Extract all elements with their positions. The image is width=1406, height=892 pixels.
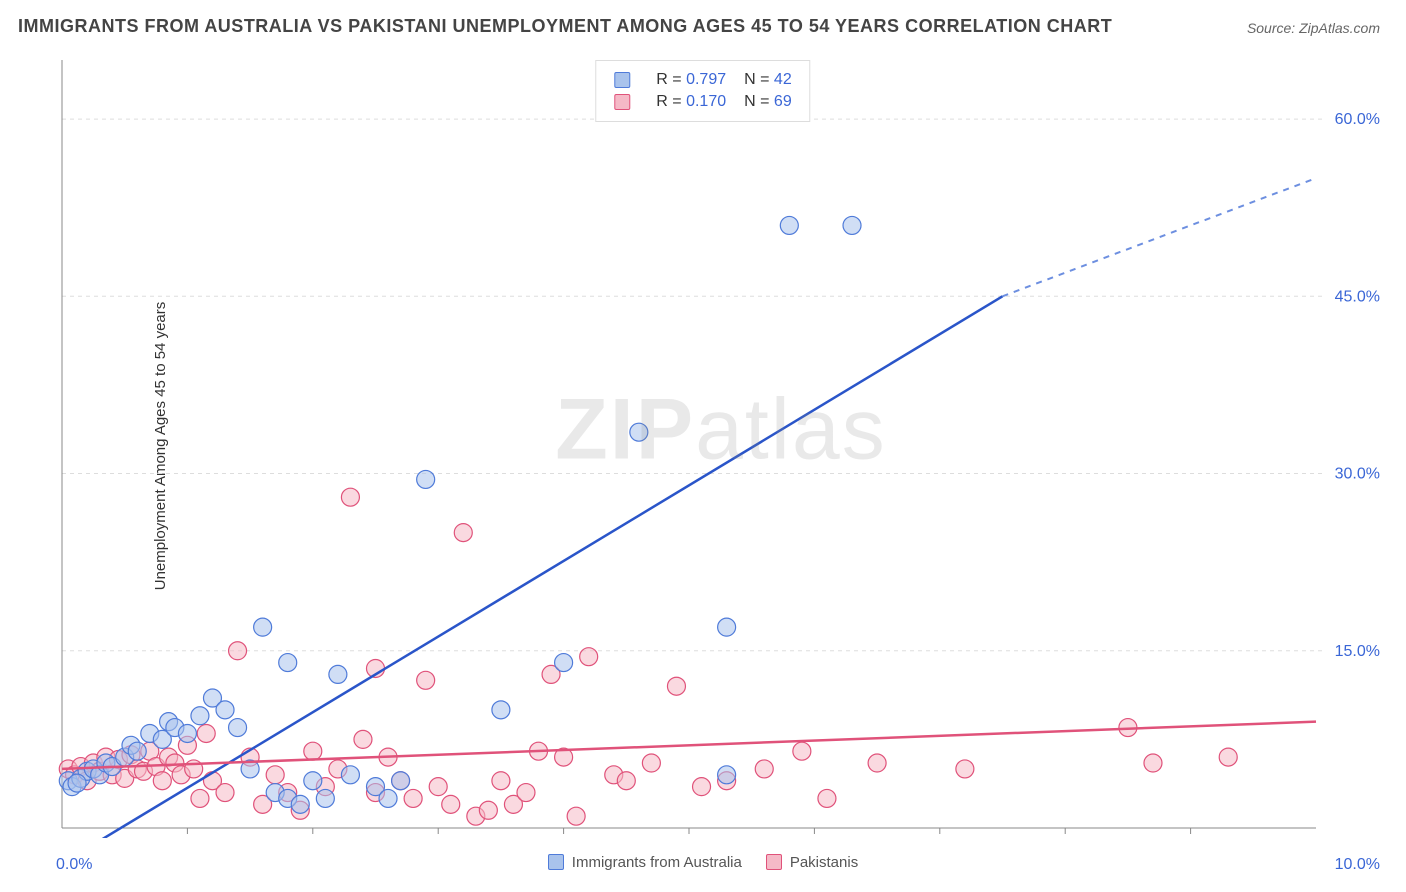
data-point: [780, 216, 798, 234]
legend-swatch: [766, 854, 782, 870]
source-attribution: Source: ZipAtlas.com: [1247, 20, 1380, 36]
scatter-chart-svg: 15.0% 30.0% 45.0% 60.0%: [56, 54, 1386, 838]
data-point: [68, 774, 86, 792]
trend-line-blue-extrapolated: [1003, 178, 1317, 296]
n-label: N = 69: [744, 93, 792, 111]
data-point: [279, 654, 297, 672]
svg-text:15.0%: 15.0%: [1335, 643, 1380, 660]
data-point: [567, 807, 585, 825]
data-point: [818, 789, 836, 807]
data-point: [454, 524, 472, 542]
legend-item: Pakistanis: [766, 854, 858, 871]
data-point: [304, 772, 322, 790]
data-point: [191, 789, 209, 807]
trend-line-pink: [62, 722, 1316, 769]
data-point: [492, 701, 510, 719]
data-point: [329, 665, 347, 683]
r-label: R = 0.797: [656, 71, 726, 89]
data-point: [341, 766, 359, 784]
data-point: [492, 772, 510, 790]
data-point: [755, 760, 773, 778]
data-point: [693, 778, 711, 796]
data-point: [630, 423, 648, 441]
data-point: [392, 772, 410, 790]
data-point: [1219, 748, 1237, 766]
svg-text:30.0%: 30.0%: [1335, 466, 1380, 483]
data-point: [197, 724, 215, 742]
chart-title: IMMIGRANTS FROM AUSTRALIA VS PAKISTANI U…: [18, 16, 1112, 37]
data-point: [843, 216, 861, 234]
data-point: [178, 724, 196, 742]
data-point: [379, 789, 397, 807]
legend-swatch: [614, 94, 630, 110]
correlation-legend-row: R = 0.170 N = 69: [614, 91, 791, 113]
n-label: N = 42: [744, 71, 792, 89]
correlation-legend-row: R = 0.797 N = 42: [614, 69, 791, 91]
data-point: [442, 795, 460, 813]
data-point: [304, 742, 322, 760]
data-point: [229, 642, 247, 660]
svg-text:45.0%: 45.0%: [1335, 288, 1380, 305]
data-point: [216, 784, 234, 802]
data-point: [191, 707, 209, 725]
data-point: [580, 648, 598, 666]
data-point: [254, 618, 272, 636]
data-point: [667, 677, 685, 695]
correlation-legend: R = 0.797 N = 42 R = 0.170 N = 69: [595, 60, 810, 122]
data-point: [617, 772, 635, 790]
plot-area: ZIPatlas 15.0%30.0%45.0%60.0%: [56, 54, 1386, 838]
legend-label: Immigrants from Australia: [572, 854, 742, 871]
data-point: [417, 671, 435, 689]
legend-swatch: [614, 72, 630, 88]
data-point: [341, 488, 359, 506]
data-point: [517, 784, 535, 802]
data-point: [793, 742, 811, 760]
r-label: R = 0.170: [656, 93, 726, 111]
data-point: [555, 654, 573, 672]
data-point: [128, 742, 146, 760]
data-point: [956, 760, 974, 778]
data-point: [642, 754, 660, 772]
data-point: [316, 789, 334, 807]
data-point: [354, 730, 372, 748]
legend-item: Immigrants from Australia: [548, 854, 742, 871]
data-point: [718, 766, 736, 784]
data-point: [404, 789, 422, 807]
data-point: [266, 766, 284, 784]
data-point: [718, 618, 736, 636]
data-point: [291, 795, 309, 813]
svg-text:60.0%: 60.0%: [1335, 111, 1380, 128]
data-point: [479, 801, 497, 819]
data-point: [417, 470, 435, 488]
data-point: [229, 719, 247, 737]
data-point: [429, 778, 447, 796]
data-point: [216, 701, 234, 719]
data-point: [1144, 754, 1162, 772]
data-point: [153, 772, 171, 790]
data-point: [868, 754, 886, 772]
legend-label: Pakistanis: [790, 854, 858, 871]
legend-swatch: [548, 854, 564, 870]
series-legend: Immigrants from Australia Pakistanis: [0, 854, 1406, 875]
